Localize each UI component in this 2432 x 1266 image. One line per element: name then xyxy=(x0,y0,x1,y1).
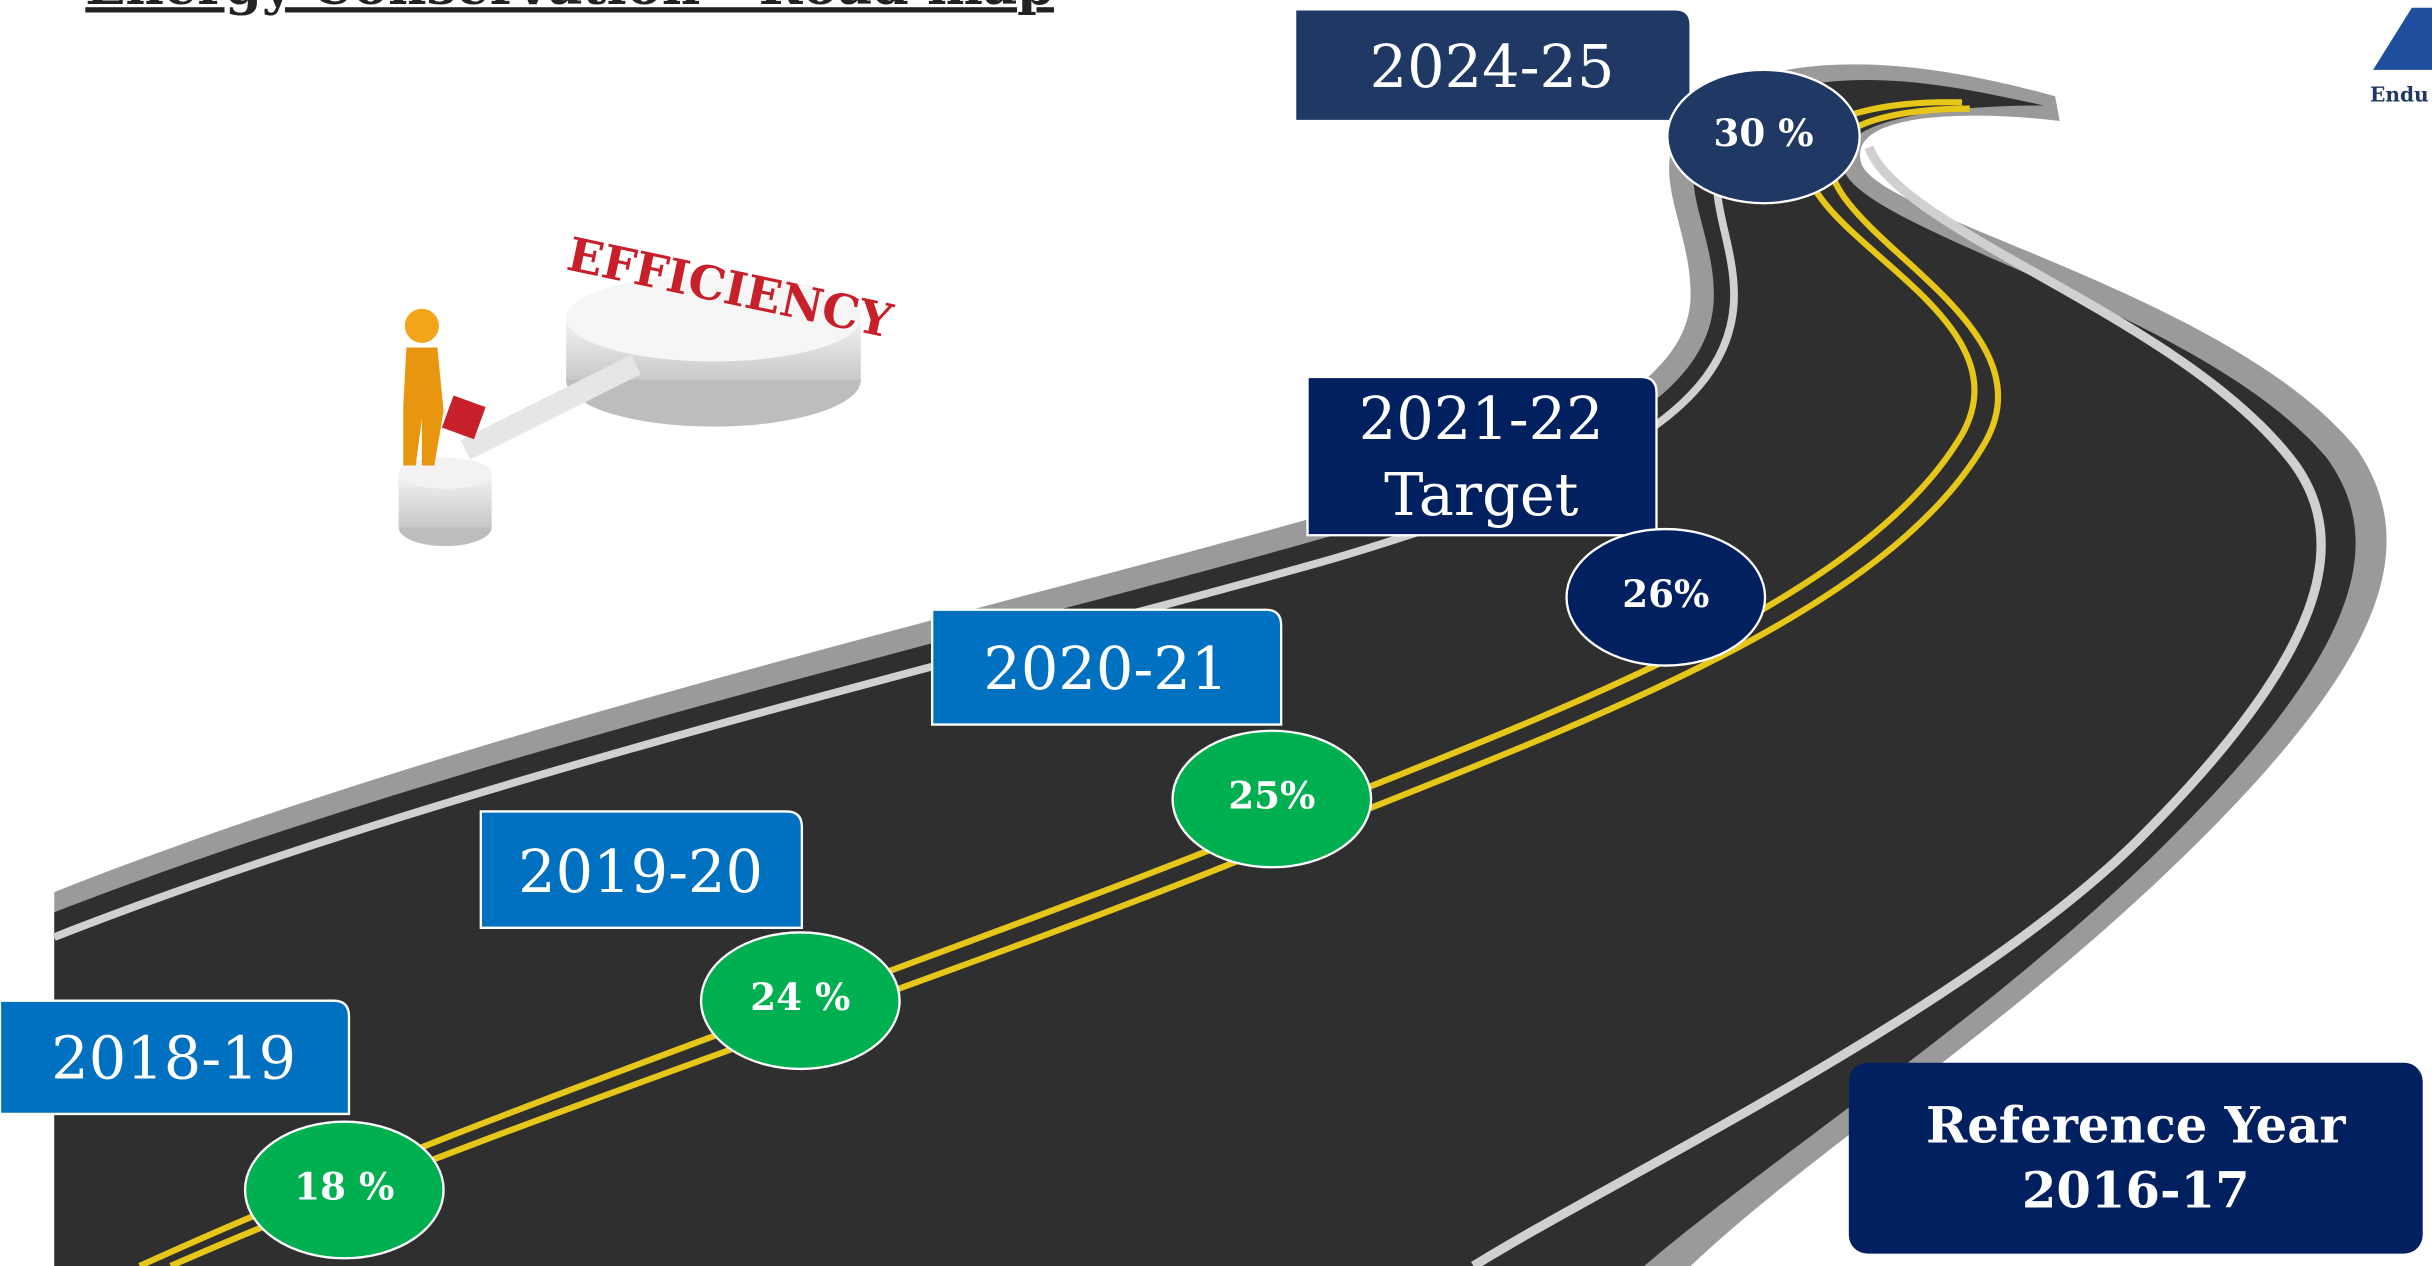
efficiency-illustration: EFFICIENCY xyxy=(399,226,898,546)
milestone-period: 2019-20 xyxy=(518,837,763,906)
milestone-period: 2020-21 xyxy=(983,634,1228,703)
milestone-percent: 30 % xyxy=(1713,111,1813,155)
milestone-percent: 18 % xyxy=(294,1164,394,1208)
logo-text: Endu xyxy=(2370,83,2429,107)
milestone-period: 2021-22 xyxy=(1359,384,1604,453)
milestone-percent: 26% xyxy=(1622,572,1709,616)
page: {"title": "Energy Conservation - Road ma… xyxy=(0,0,2432,1266)
reference-box: Reference Year 2016-17 xyxy=(1849,1063,2423,1254)
reference-label: Reference Year xyxy=(1926,1095,2346,1154)
milestone-period: 2018-19 xyxy=(51,1023,296,1092)
logo-mark xyxy=(2373,8,2432,70)
milestone-period: 2024-25 xyxy=(1370,32,1615,101)
milestone-percent: 25% xyxy=(1228,774,1315,818)
milestone-percent: 24 % xyxy=(750,975,850,1019)
milestone: 2024-25 30 % xyxy=(1295,9,1860,203)
slide-title: Energy Conservation - Road map xyxy=(85,0,1054,17)
reference-year: 2016-17 xyxy=(2022,1161,2250,1220)
slide: Energy Conservation - Road map EFFICIENC… xyxy=(0,0,2432,1266)
milestone-note: Target xyxy=(1384,460,1579,529)
